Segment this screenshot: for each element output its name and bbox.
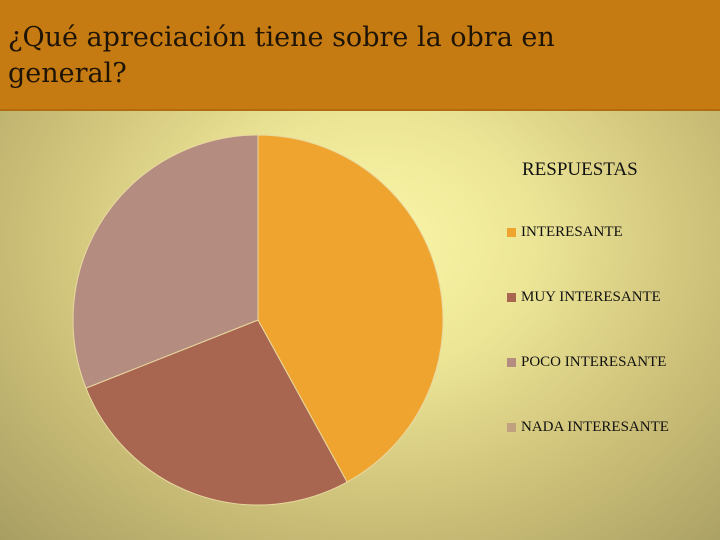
legend-label: MUY INTERESANTE [521, 289, 661, 305]
pie-slice-poco-interesante [72, 134, 259, 389]
legend-swatch [507, 293, 516, 302]
pie-slice-interesante [257, 134, 444, 483]
legend-swatch [507, 423, 516, 432]
legend-label: INTERESANTE [521, 224, 623, 240]
legend-label: NADA INTERESANTE [521, 419, 669, 435]
legend-swatch [507, 358, 516, 367]
legend-title: RESPUESTAS [522, 159, 638, 180]
legend-label: POCO INTERESANTE [521, 354, 667, 370]
slide-title: ¿Qué apreciación tiene sobre la obra en … [8, 22, 555, 89]
pie-slice-muy-interesante [85, 319, 348, 506]
legend-swatch [507, 228, 516, 237]
title-bar: ¿Qué apreciación tiene sobre la obra en … [0, 0, 720, 111]
